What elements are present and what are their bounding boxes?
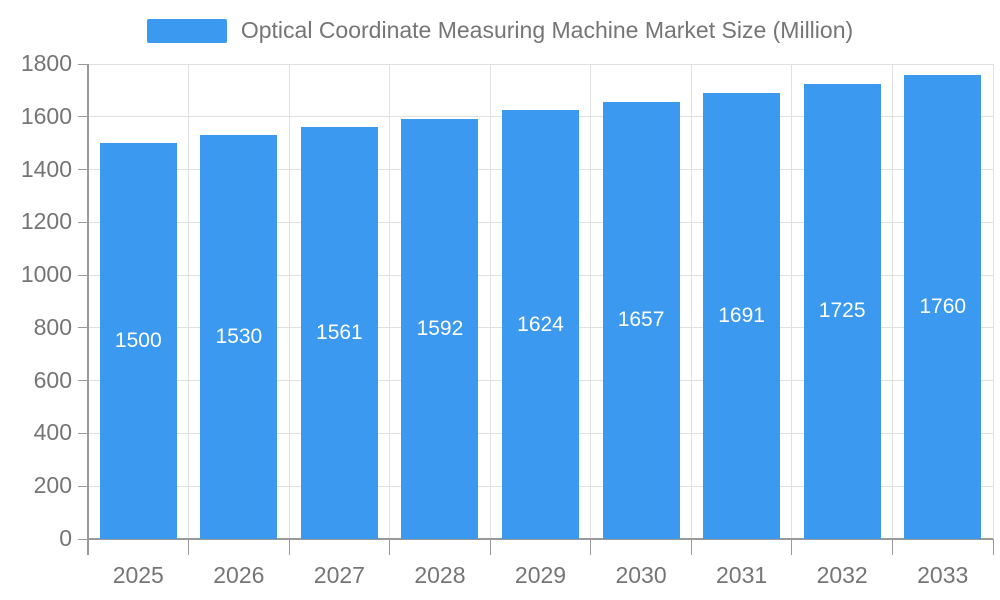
x-gridline bbox=[891, 64, 893, 539]
y-axis-line bbox=[87, 64, 89, 555]
bar-2026[interactable] bbox=[200, 135, 278, 539]
y-axis-label: 1000 bbox=[20, 261, 72, 288]
x-axis-label: 2026 bbox=[213, 562, 265, 588]
bar-2033[interactable] bbox=[904, 74, 982, 539]
x-axis-tick bbox=[590, 539, 592, 555]
x-axis-label: 2025 bbox=[112, 562, 164, 588]
y-gridline bbox=[88, 63, 993, 65]
x-axis-tick bbox=[389, 539, 391, 555]
x-axis-label: 2032 bbox=[816, 562, 868, 588]
y-axis-label: 800 bbox=[33, 313, 72, 340]
y-axis-tick bbox=[78, 169, 88, 171]
x-axis-tick bbox=[489, 539, 491, 555]
bar-2028[interactable] bbox=[401, 118, 479, 539]
y-axis-tick bbox=[78, 327, 88, 329]
bar-2027[interactable] bbox=[300, 127, 378, 539]
y-axis-tick bbox=[78, 274, 88, 276]
x-gridline bbox=[690, 64, 692, 539]
x-axis-tick bbox=[188, 539, 190, 555]
x-axis-tick bbox=[791, 539, 793, 555]
y-axis-label: 1200 bbox=[20, 208, 72, 235]
y-axis-label: 0 bbox=[59, 525, 72, 551]
y-axis-tick bbox=[78, 538, 88, 540]
x-gridline bbox=[188, 64, 190, 539]
x-axis-line bbox=[88, 538, 993, 540]
y-axis-tick bbox=[78, 63, 88, 65]
legend-swatch[interactable] bbox=[146, 18, 227, 43]
y-axis-label: 400 bbox=[33, 419, 72, 446]
x-gridline bbox=[288, 64, 290, 539]
y-axis-label: 1800 bbox=[20, 50, 72, 76]
y-axis-label: 1400 bbox=[20, 155, 72, 182]
x-axis-label: 2027 bbox=[313, 562, 365, 588]
x-gridline bbox=[489, 64, 491, 539]
x-gridline bbox=[590, 64, 592, 539]
bar-2029[interactable] bbox=[502, 110, 579, 539]
y-axis-label: 600 bbox=[33, 366, 72, 393]
x-axis-tick bbox=[288, 539, 290, 555]
x-axis-label: 2028 bbox=[414, 562, 466, 588]
x-axis-label: 2029 bbox=[514, 562, 567, 588]
x-axis-label: 2031 bbox=[716, 562, 768, 588]
legend-label[interactable]: Optical Coordinate Measuring Machine Mar… bbox=[240, 17, 854, 43]
y-axis-tick bbox=[78, 221, 88, 223]
x-axis-tick bbox=[891, 539, 893, 555]
x-gridline bbox=[992, 64, 994, 539]
y-axis-tick bbox=[78, 485, 88, 487]
bar-2032[interactable] bbox=[803, 83, 881, 539]
bar-2025[interactable] bbox=[99, 143, 177, 539]
x-gridline bbox=[389, 64, 391, 539]
legend[interactable]: Optical Coordinate Measuring Machine Mar… bbox=[0, 17, 1000, 44]
y-axis-label: 1600 bbox=[20, 102, 72, 129]
x-axis-label: 2033 bbox=[917, 562, 969, 588]
x-axis-label: 2030 bbox=[615, 562, 667, 588]
y-axis-label: 200 bbox=[33, 472, 72, 499]
y-axis-tick bbox=[78, 380, 88, 382]
x-gridline bbox=[791, 64, 793, 539]
x-axis-tick bbox=[690, 539, 692, 555]
bar-2031[interactable] bbox=[703, 92, 781, 539]
x-axis-tick bbox=[992, 539, 994, 555]
bar-2030[interactable] bbox=[602, 101, 680, 539]
y-axis-tick bbox=[78, 432, 88, 434]
y-axis-tick bbox=[78, 116, 88, 118]
